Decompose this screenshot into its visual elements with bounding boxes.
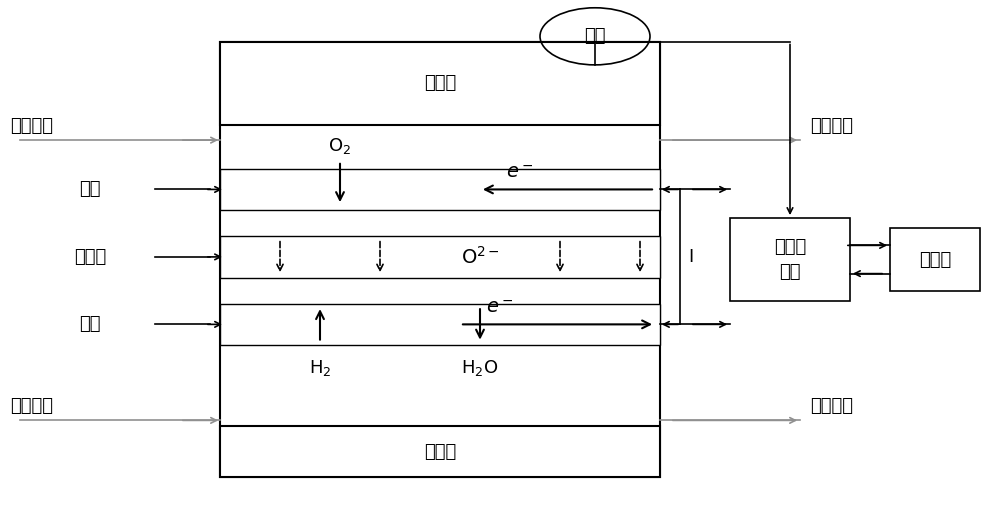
Text: 阴极: 阴极 [79,181,101,198]
Bar [220,42,660,125]
Bar [730,218,850,301]
Text: 电解质: 电解质 [74,248,106,266]
Text: 空气流出: 空气流出 [810,117,853,135]
Text: 空气流入: 空气流入 [10,117,53,135]
Text: H$_2$: H$_2$ [309,358,331,378]
Text: O$_2$: O$_2$ [328,135,352,156]
Text: I: I [688,248,693,266]
Text: H$_2$O: H$_2$O [461,358,499,378]
Text: 温度: 温度 [584,28,606,45]
Text: 燃料流入: 燃料流入 [10,397,53,415]
Text: O$^{2-}$: O$^{2-}$ [461,246,499,268]
Text: 连接体: 连接体 [424,74,456,92]
Bar [220,169,660,210]
Text: 连接体: 连接体 [424,443,456,460]
Text: $e^-$: $e^-$ [486,297,514,317]
Bar [220,426,660,477]
Bar [890,228,980,291]
Bar [220,236,660,278]
Text: 功率控
制器: 功率控 制器 [774,238,806,281]
Text: 燃料流出: 燃料流出 [810,397,853,415]
Bar [220,304,660,345]
Text: $e^-$: $e^-$ [506,162,534,182]
Text: 阳极: 阳极 [79,316,101,333]
Bar [220,42,660,477]
Text: 外电路: 外电路 [919,251,951,268]
